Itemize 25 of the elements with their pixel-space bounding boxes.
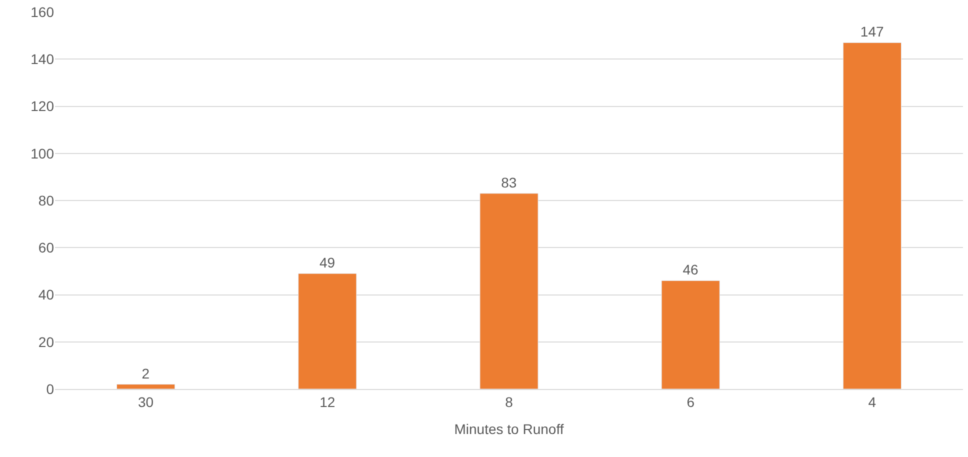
data-label: 83 <box>501 174 517 190</box>
y-tick-label: 20 <box>38 334 54 350</box>
y-tick-label: 60 <box>38 240 54 256</box>
x-axis-title: Minutes to Runoff <box>454 421 564 438</box>
y-tick-label: 140 <box>30 51 54 68</box>
x-tick-label: 12 <box>320 394 336 410</box>
x-tick-label: 4 <box>868 394 876 410</box>
y-tick-label: 100 <box>30 145 54 162</box>
x-tick-label: 30 <box>138 394 154 410</box>
bar <box>480 193 538 389</box>
data-label: 147 <box>860 24 884 40</box>
data-label: 49 <box>320 254 336 271</box>
bar <box>842 42 902 389</box>
data-label: 2 <box>142 365 150 382</box>
y-tick-label: 80 <box>38 192 54 208</box>
bar <box>298 273 357 389</box>
bar <box>116 384 176 389</box>
y-tick-label: 120 <box>30 98 54 114</box>
data-label: 46 <box>682 262 698 278</box>
bar <box>661 280 720 389</box>
y-tick-label: 0 <box>46 380 54 397</box>
y-tick-label: 160 <box>30 4 54 20</box>
x-tick-label: 8 <box>505 394 514 410</box>
y-tick-label: 40 <box>38 286 54 303</box>
x-tick-label: 6 <box>686 394 695 410</box>
